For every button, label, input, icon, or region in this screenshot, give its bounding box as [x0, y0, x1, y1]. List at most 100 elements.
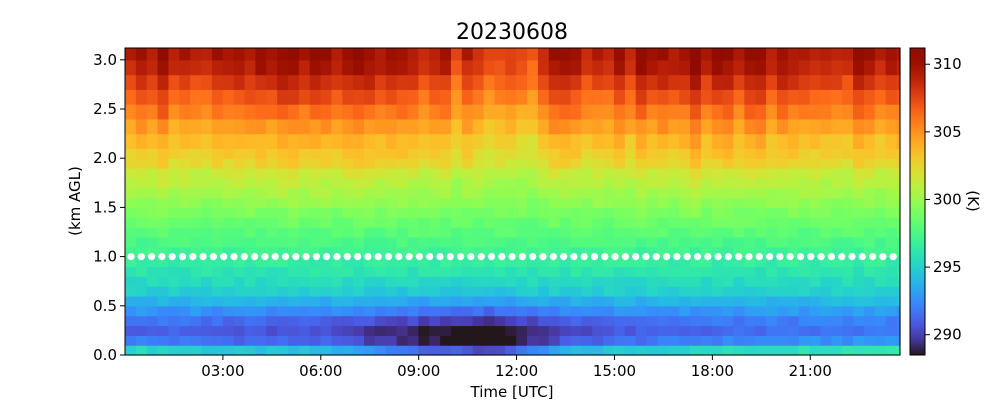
heatmap-cell — [766, 335, 778, 346]
heatmap-cell — [331, 177, 343, 189]
heatmap-cell — [711, 187, 724, 199]
heatmap-cell — [505, 246, 517, 258]
heatmap-cell — [592, 187, 604, 199]
heatmap-cell — [690, 118, 702, 135]
heatmap-cell — [440, 133, 452, 149]
heatmap-cell — [211, 325, 224, 336]
heatmap-cell — [320, 74, 333, 90]
heatmap-cell — [679, 305, 691, 317]
heatmap-cell — [711, 335, 724, 346]
heatmap-cell — [657, 345, 669, 356]
heatmap-cell — [472, 207, 485, 218]
heatmap-cell — [266, 187, 278, 199]
heatmap-cell — [853, 59, 865, 76]
heatmap-cell — [494, 168, 506, 179]
heatmap-cell — [592, 286, 604, 297]
heatmap-cell — [896, 158, 901, 169]
heatmap-cell — [374, 74, 387, 90]
heatmap-cell — [809, 227, 822, 238]
heatmap-cell — [537, 227, 550, 238]
heatmap-cell — [331, 315, 343, 327]
heatmap-cell — [755, 168, 767, 179]
heatmap-cell — [842, 48, 854, 61]
heatmap-cell — [853, 256, 865, 268]
heatmap-cell — [266, 325, 278, 336]
heatmap-cell — [766, 207, 778, 218]
heatmap-cell — [646, 177, 659, 189]
heatmap-cell — [592, 177, 604, 189]
heatmap-cell — [266, 207, 278, 218]
heatmap-cell — [331, 158, 343, 169]
heatmap-cell — [722, 256, 735, 268]
heatmap-cell — [831, 335, 843, 346]
heatmap-cell — [440, 217, 452, 228]
heatmap-cell — [320, 118, 333, 135]
marker-dot — [251, 253, 259, 261]
heatmap-cell — [624, 48, 637, 61]
heatmap-cell — [222, 118, 235, 135]
heatmap-cell — [418, 197, 430, 208]
heatmap-cell — [592, 246, 604, 258]
heatmap-cell — [450, 104, 463, 120]
heatmap-cell — [494, 158, 506, 169]
heatmap-cell — [766, 305, 778, 317]
heatmap-cell — [570, 315, 582, 327]
heatmap-cell — [407, 59, 419, 76]
heatmap-cell — [157, 217, 170, 228]
heatmap-cell — [896, 325, 901, 336]
heatmap-cell — [440, 246, 452, 258]
heatmap-cell — [668, 305, 680, 317]
heatmap-cell — [853, 345, 865, 356]
heatmap-cell — [364, 197, 376, 208]
heatmap-cell — [309, 276, 322, 287]
heatmap-cell — [711, 148, 724, 159]
heatmap-cell — [364, 207, 376, 218]
marker-dot — [137, 253, 145, 261]
heatmap-cell — [744, 295, 756, 307]
heatmap-cell — [244, 177, 256, 189]
heatmap-cell — [820, 246, 832, 258]
heatmap-cell — [342, 305, 354, 317]
heatmap-cell — [581, 74, 593, 90]
heatmap-cell — [581, 295, 593, 307]
heatmap-cell — [711, 74, 724, 90]
heatmap-cell — [277, 104, 289, 120]
heatmap-cell — [125, 246, 137, 258]
heatmap-cell — [255, 276, 267, 287]
heatmap-cell — [679, 236, 691, 248]
heatmap-cell — [298, 315, 311, 327]
heatmap-cell — [787, 133, 800, 149]
heatmap-cell — [233, 148, 246, 159]
heatmap-cell — [407, 207, 419, 218]
heatmap-cell — [820, 315, 832, 327]
heatmap-cell — [266, 118, 278, 135]
heatmap-cell — [874, 256, 887, 268]
heatmap-cell — [679, 246, 691, 258]
heatmap-cell — [885, 74, 898, 90]
heatmap-cell — [690, 227, 702, 238]
heatmap-cell — [592, 276, 604, 287]
heatmap-cell — [374, 207, 387, 218]
heatmap-cell — [450, 256, 463, 268]
heatmap-cell — [657, 246, 669, 258]
heatmap-cell — [396, 266, 409, 277]
heatmap-cell — [722, 335, 735, 346]
heatmap-cell — [592, 197, 604, 208]
heatmap-cell — [461, 236, 474, 248]
heatmap-cell — [135, 335, 148, 346]
heatmap-cell — [516, 74, 528, 90]
heatmap-cell — [331, 345, 343, 356]
heatmap-cell — [722, 89, 735, 105]
heatmap-cell — [461, 177, 474, 189]
heatmap-cell — [787, 168, 800, 179]
marker-dot — [343, 253, 351, 261]
heatmap-cell — [885, 266, 898, 277]
heatmap-cell — [537, 148, 550, 159]
heatmap-cell — [429, 246, 441, 258]
marker-dot — [168, 253, 176, 261]
heatmap-cell — [831, 227, 843, 238]
heatmap-cell — [603, 305, 615, 317]
heatmap-cell — [407, 227, 419, 238]
heatmap-cell — [885, 335, 898, 346]
heatmap-cell — [168, 168, 180, 179]
